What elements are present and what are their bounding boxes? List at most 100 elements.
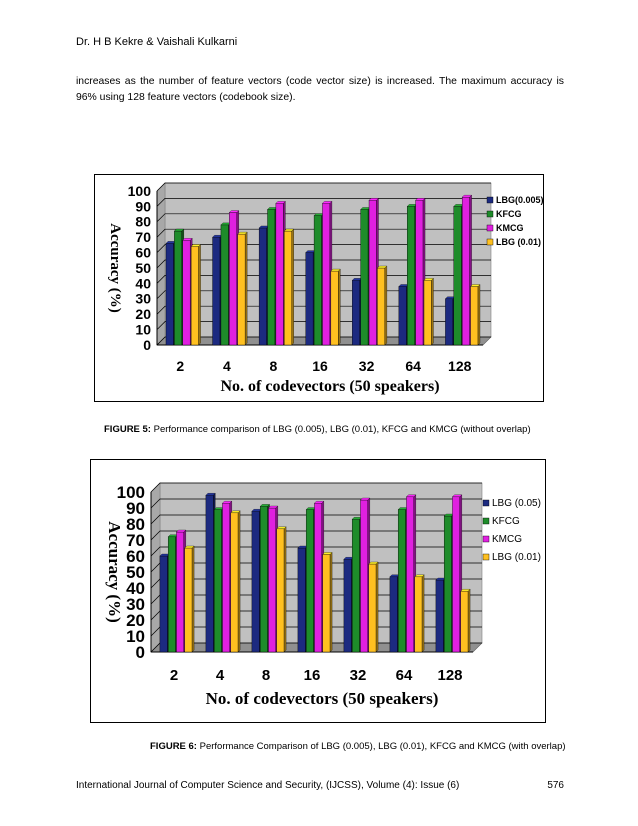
chart1-legend-swatch bbox=[482, 553, 490, 561]
chart0-bar-top bbox=[461, 195, 472, 198]
chart1-x-tick-label: 64 bbox=[396, 667, 413, 684]
chart1-bar-top bbox=[222, 501, 233, 504]
chart0-legend-swatch bbox=[486, 210, 494, 218]
body-paragraph: increases as the number of feature vecto… bbox=[76, 76, 564, 103]
chart1-bar-kfcg-4 bbox=[213, 509, 222, 653]
chart1-y-tick-label: 0 bbox=[136, 643, 145, 662]
chart0-bar-top bbox=[470, 284, 481, 287]
chart1-bar-lbg-0-05--32 bbox=[343, 558, 352, 653]
page-number: 576 bbox=[547, 780, 564, 791]
chart0-bar-kmcg-128 bbox=[461, 196, 470, 346]
chart1-x-tick-label: 16 bbox=[304, 667, 321, 684]
chart1-gridline bbox=[150, 546, 482, 557]
chart1-bar-lbg-0-01--32 bbox=[368, 563, 377, 653]
chart0-gridline bbox=[156, 198, 491, 207]
chart1-x-tick-label: 32 bbox=[350, 667, 367, 684]
chart1-bar-kfcg-32 bbox=[351, 519, 360, 653]
chart0-bar-kfcg-8 bbox=[267, 209, 276, 346]
chart1-bar-top bbox=[205, 493, 216, 496]
chart0-bar-lbg-0-01--32 bbox=[377, 267, 386, 346]
chart1-bar-top bbox=[414, 574, 425, 577]
chart0-bar-lbg-0-005--2 bbox=[165, 243, 174, 346]
chart0-legend-label: LBG(0.005) bbox=[496, 195, 543, 205]
chart1-bar-kmcg-2 bbox=[176, 531, 185, 653]
chart1-bar-top bbox=[259, 504, 270, 507]
chart1-bar-side bbox=[329, 552, 333, 653]
figure-6-caption: FIGURE 6: Performance Comparison of LBG … bbox=[150, 741, 566, 752]
chart1-bar-top bbox=[184, 545, 195, 549]
figure-6-label: FIGURE 6: bbox=[150, 741, 197, 752]
chart1-y-tick-label: 90 bbox=[126, 499, 145, 518]
figure-5-label: FIGURE 5: bbox=[104, 424, 151, 435]
chart1-bar-lbg-0-01--128 bbox=[460, 590, 469, 653]
chart0-bar-top bbox=[330, 268, 341, 272]
chart0-bar-lbg-0-005--128 bbox=[445, 298, 454, 346]
chart1-bar-top bbox=[314, 501, 325, 504]
chart1-bar-top bbox=[176, 529, 187, 533]
chart0-legend-swatch bbox=[486, 224, 494, 232]
chart0-bar-top bbox=[228, 210, 240, 213]
chart1-bar-lbg-0-05--4 bbox=[205, 495, 214, 653]
chart0-gridline bbox=[156, 259, 491, 269]
chart1-bar-side bbox=[283, 526, 287, 653]
chart0-y-tick-label: 70 bbox=[135, 229, 151, 245]
chart0-bar-kfcg-128 bbox=[453, 206, 462, 346]
chart1-legend-label: LBG (0.01) bbox=[492, 552, 541, 563]
chart1-y-tick-label: 10 bbox=[126, 627, 145, 646]
chart0-bar-side bbox=[198, 244, 201, 346]
chart0-bar-top bbox=[423, 278, 434, 281]
chart0-bar-top bbox=[190, 244, 201, 247]
chart0-bar-top bbox=[174, 228, 185, 232]
figure-5-text: Performance comparison of LBG (0.005), L… bbox=[150, 424, 531, 435]
chart1-bar-kfcg-8 bbox=[259, 506, 268, 653]
chart0-y-axis-title: Accuracy (%) bbox=[107, 223, 123, 313]
chart0-bar-side bbox=[477, 284, 481, 346]
chart1-gridline bbox=[150, 514, 482, 525]
chart1-x-tick-label: 128 bbox=[437, 667, 462, 684]
chart0-legend-label: LBG (0.01) bbox=[496, 237, 541, 247]
chart0-legend-label: KMCG bbox=[496, 223, 524, 233]
chart0-bar-lbg-0-01--64 bbox=[423, 280, 432, 346]
chart0-bar-kfcg-2 bbox=[174, 230, 183, 346]
chart1-legend-label: KMCG bbox=[492, 534, 522, 545]
chart0-bar-kmcg-8 bbox=[275, 203, 284, 346]
chart1-y-tick-label: 100 bbox=[117, 483, 145, 502]
chart1-bar-side bbox=[467, 588, 471, 653]
chart1-bar-top bbox=[230, 510, 241, 513]
chart1-x-tick-label: 2 bbox=[170, 667, 178, 684]
chart1-bar-kmcg-32 bbox=[360, 499, 369, 653]
chart0-x-tick-label: 32 bbox=[359, 358, 375, 374]
chart0-bar-top bbox=[275, 201, 286, 204]
chart1-gridline bbox=[150, 498, 482, 509]
chart1-legend-swatch bbox=[482, 517, 490, 525]
chart0-bar-top bbox=[283, 228, 295, 232]
chart0-bar-top bbox=[182, 238, 193, 241]
chart0-bar-lbg-0-005--16 bbox=[305, 252, 314, 346]
chart1-bar-kmcg-4 bbox=[222, 503, 231, 653]
chart1-y-tick-label: 50 bbox=[126, 563, 145, 582]
chart0-y-tick-label: 0 bbox=[143, 337, 151, 353]
chart0-gridline bbox=[156, 213, 491, 223]
chart0-x-tick-label: 16 bbox=[312, 358, 328, 374]
chart1-bar-lbg-0-05--16 bbox=[297, 547, 306, 653]
chart1-y-tick-label: 30 bbox=[126, 595, 145, 614]
chart1-bar-top bbox=[268, 505, 279, 509]
chart1-bar-side bbox=[237, 510, 241, 653]
chart1-y-tick-label: 40 bbox=[126, 579, 145, 598]
chart0-bar-side bbox=[338, 268, 341, 346]
chart0-bar-top bbox=[368, 198, 379, 201]
figure-5-chart-frame: 0 10 20 30 40 50 60 70 80 90 100 2 4 8 16 32 64 128 No. of… bbox=[94, 174, 544, 402]
chart0-bar-kmcg-4 bbox=[229, 212, 237, 346]
chart1-bar-lbg-0-05--2 bbox=[159, 555, 168, 653]
chart0-bar-side bbox=[245, 231, 248, 346]
journal-citation: International Journal of Computer Scienc… bbox=[76, 780, 460, 791]
chart1-bar-side bbox=[191, 545, 195, 653]
chart0-bar-kfcg-4 bbox=[220, 224, 229, 346]
chart0-y-tick-label: 20 bbox=[135, 306, 151, 322]
chart0-bar-lbg-0-01--128 bbox=[470, 286, 479, 346]
chart1-y-tick-label: 60 bbox=[126, 547, 145, 566]
chart0-y-tick-label: 30 bbox=[135, 291, 151, 307]
chart1-bar-top bbox=[322, 552, 333, 555]
chart0-bar-kfcg-16 bbox=[313, 215, 322, 346]
